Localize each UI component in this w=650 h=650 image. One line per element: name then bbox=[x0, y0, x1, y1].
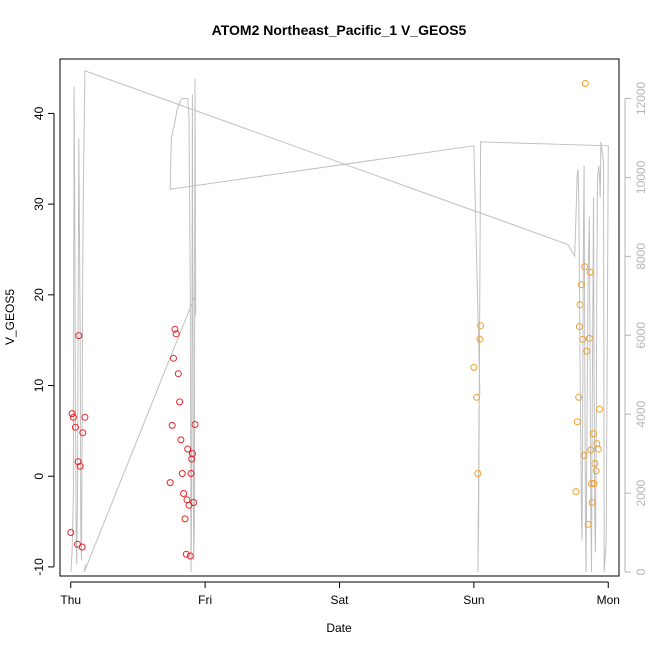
data-point-series-2 bbox=[583, 347, 591, 355]
altitude-line bbox=[70, 70, 609, 573]
data-point-series-2 bbox=[588, 499, 596, 506]
y-right-tick-label: 10000 bbox=[634, 160, 648, 194]
y-axis-left: -10 0 10 20 30 40 bbox=[32, 106, 55, 576]
data-point-series-2 bbox=[581, 80, 589, 87]
data-point-series-1 bbox=[182, 550, 190, 558]
plot-frame bbox=[59, 58, 620, 577]
data-point-series-1 bbox=[68, 410, 76, 418]
data-point-series-1 bbox=[191, 421, 199, 428]
data-point-series-2 bbox=[594, 445, 602, 453]
data-point-series-1 bbox=[186, 552, 194, 560]
data-point-series-1 bbox=[184, 445, 192, 453]
data-point-series-1 bbox=[181, 515, 189, 523]
y-axis-label: V_GEOS5 bbox=[3, 289, 17, 345]
data-point-series-1 bbox=[174, 370, 182, 378]
data-point-series-1 bbox=[76, 462, 84, 470]
points-layer bbox=[67, 80, 603, 560]
data-point-series-1 bbox=[75, 332, 83, 340]
x-axis-label: Date bbox=[326, 621, 352, 635]
data-point-series-2 bbox=[577, 281, 585, 289]
data-point-series-1 bbox=[166, 479, 174, 487]
data-point-series-2 bbox=[470, 363, 478, 371]
y-left-tick-label: -10 bbox=[32, 558, 46, 576]
data-point-series-1 bbox=[72, 423, 79, 431]
x-tick-label: Sun bbox=[463, 593, 484, 607]
data-point-series-2 bbox=[586, 268, 594, 276]
y-right-tick-label: 4000 bbox=[634, 401, 648, 428]
data-point-series-2 bbox=[575, 393, 583, 401]
data-point-series-2 bbox=[477, 322, 485, 330]
data-point-series-1 bbox=[78, 543, 86, 551]
data-point-series-1 bbox=[69, 413, 77, 421]
x-tick-label: Mon bbox=[597, 593, 620, 607]
data-point-series-2 bbox=[590, 480, 598, 487]
data-point-series-2 bbox=[579, 335, 587, 343]
data-point-series-1 bbox=[180, 490, 188, 497]
data-point-series-2 bbox=[573, 418, 581, 426]
y-left-tick-label: 20 bbox=[32, 288, 46, 302]
data-point-series-1 bbox=[168, 421, 176, 429]
data-point-series-2 bbox=[575, 323, 583, 331]
data-point-series-2 bbox=[585, 334, 593, 342]
data-point-series-2 bbox=[596, 405, 603, 413]
x-tick-label: Fri bbox=[198, 593, 212, 607]
data-point-series-1 bbox=[81, 413, 89, 421]
data-point-series-1 bbox=[188, 450, 196, 458]
data-point-series-2 bbox=[591, 460, 599, 467]
data-point-series-1 bbox=[176, 398, 184, 406]
data-point-series-2 bbox=[590, 430, 597, 438]
y-left-tick-label: 30 bbox=[32, 197, 46, 211]
y-left-tick-label: 40 bbox=[32, 106, 46, 120]
x-axis: Thu Fri Sat Sun Mon bbox=[60, 581, 620, 607]
data-point-series-1 bbox=[79, 429, 87, 437]
y-right-tick-label: 6000 bbox=[634, 322, 648, 349]
data-point-series-1 bbox=[190, 499, 198, 506]
data-point-series-2 bbox=[572, 488, 580, 496]
y-axis-right: 0 2000 4000 6000 8000 10000 12000 bbox=[624, 81, 648, 575]
data-point-series-2 bbox=[473, 393, 481, 401]
data-point-series-1 bbox=[188, 455, 196, 463]
chart-title: ATOM2 Northeast_Pacific_1 V_GEOS5 bbox=[212, 22, 467, 38]
data-point-series-1 bbox=[187, 470, 195, 477]
y-right-tick-label: 0 bbox=[634, 568, 648, 575]
data-point-series-2 bbox=[576, 301, 584, 309]
y-left-tick-label: 0 bbox=[32, 473, 46, 480]
y-right-tick-label: 2000 bbox=[634, 479, 648, 506]
data-point-series-1 bbox=[178, 470, 186, 477]
altitude-line-layer bbox=[70, 70, 609, 573]
y-left-tick-label: 10 bbox=[32, 379, 46, 393]
data-point-series-1 bbox=[171, 325, 179, 333]
y-right-tick-label: 12000 bbox=[634, 81, 648, 115]
data-point-series-2 bbox=[584, 520, 592, 528]
data-point-series-1 bbox=[67, 529, 75, 536]
data-point-series-2 bbox=[580, 451, 588, 459]
data-point-series-2 bbox=[474, 470, 482, 477]
y-right-tick-label: 8000 bbox=[634, 243, 648, 270]
data-point-series-2 bbox=[476, 335, 484, 343]
data-point-series-1 bbox=[172, 330, 180, 338]
data-point-series-1 bbox=[170, 354, 177, 362]
data-point-series-2 bbox=[587, 446, 595, 454]
data-point-series-2 bbox=[581, 263, 589, 271]
x-tick-label: Thu bbox=[60, 593, 81, 607]
data-point-series-2 bbox=[592, 467, 600, 475]
data-point-series-1 bbox=[177, 436, 185, 444]
data-point-series-2 bbox=[588, 480, 595, 487]
x-tick-label: Sat bbox=[330, 593, 349, 607]
